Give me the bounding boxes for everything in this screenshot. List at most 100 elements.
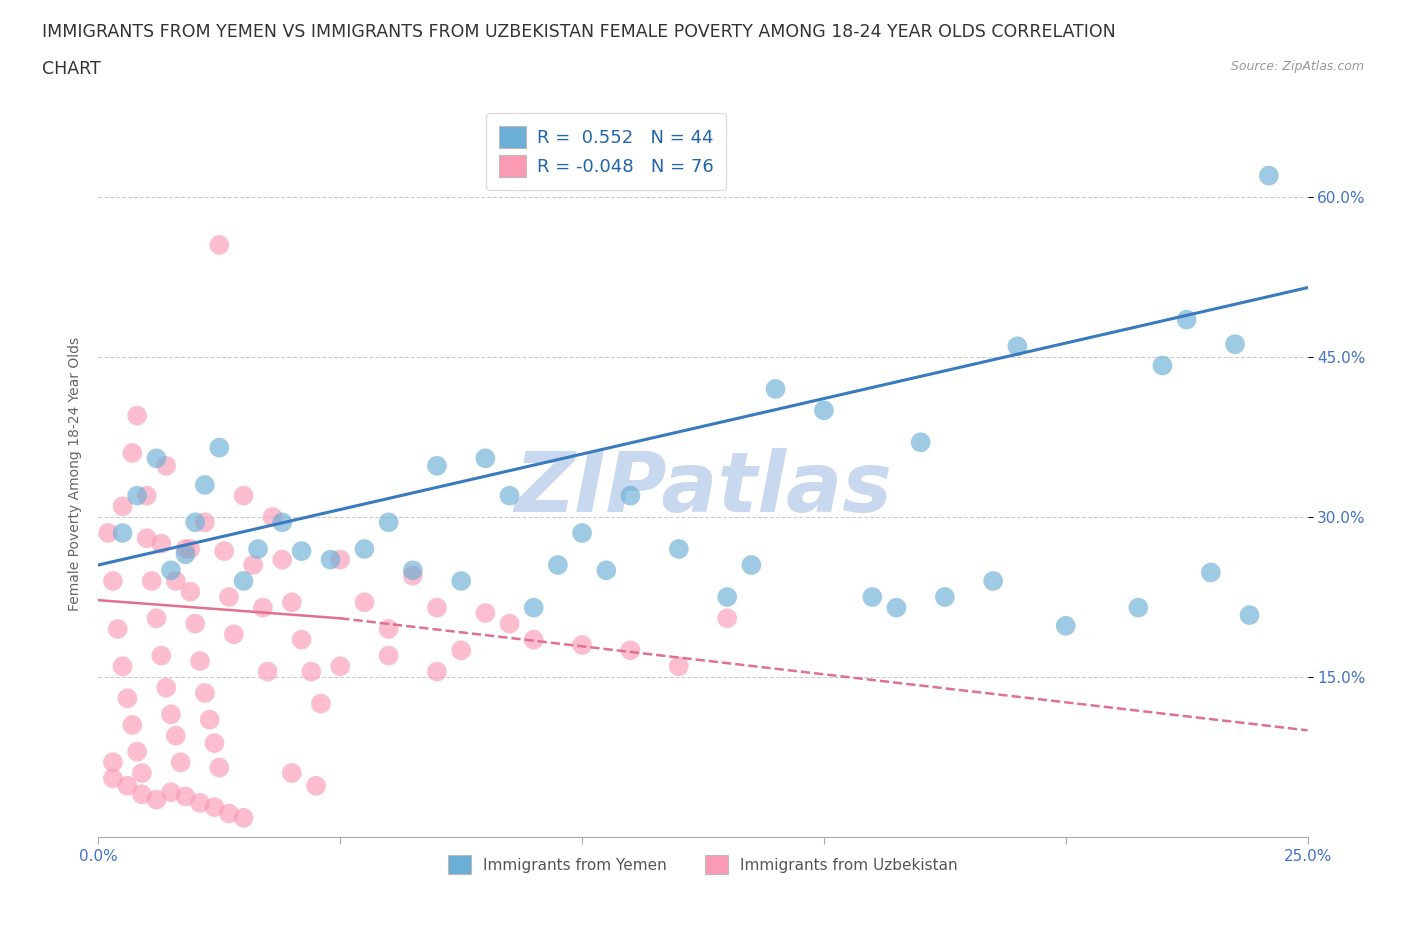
Point [813,403,835,418]
Point [222,627,245,642]
Point [169,755,191,770]
Point [145,792,167,807]
Point [619,488,641,503]
Point [910,435,932,450]
Point [155,680,177,695]
Point [111,658,134,673]
Point [934,590,956,604]
Point [305,778,328,793]
Point [117,691,139,706]
Point [150,648,173,663]
Point [329,658,352,673]
Legend: Immigrants from Yemen, Immigrants from Uzbekistan: Immigrants from Yemen, Immigrants from U… [441,849,965,880]
Point [117,778,139,793]
Point [290,632,312,647]
Point [204,736,226,751]
Point [179,541,201,556]
Point [247,541,270,556]
Point [981,574,1004,589]
Point [135,488,157,503]
Point [179,584,201,599]
Point [271,552,294,567]
Point [165,574,187,589]
Point [1007,339,1029,353]
Point [232,574,254,589]
Point [204,800,226,815]
Point [498,488,520,503]
Point [121,718,143,733]
Point [165,728,187,743]
Point [668,541,690,556]
Point [184,617,207,631]
Point [160,785,183,800]
Point [97,525,120,540]
Point [765,381,787,396]
Point [353,541,375,556]
Point [290,544,312,559]
Point [402,568,425,583]
Point [141,574,163,589]
Point [886,600,908,615]
Point [101,755,124,770]
Point [1175,312,1198,327]
Point [194,477,217,492]
Point [150,537,173,551]
Point [127,408,149,423]
Point [740,558,762,573]
Point [127,488,149,503]
Point [107,621,129,636]
Point [353,595,375,610]
Point [281,765,304,780]
Point [218,806,240,821]
Point [194,685,217,700]
Point [329,552,352,567]
Point [218,590,240,604]
Text: IMMIGRANTS FROM YEMEN VS IMMIGRANTS FROM UZBEKISTAN FEMALE POVERTY AMONG 18-24 Y: IMMIGRANTS FROM YEMEN VS IMMIGRANTS FROM… [42,23,1116,41]
Point [1199,565,1222,580]
Point [232,810,254,825]
Point [208,440,231,455]
Point [121,445,143,460]
Point [377,648,399,663]
Point [716,611,738,626]
Point [498,617,520,631]
Point [252,600,274,615]
Point [145,611,167,626]
Point [450,574,472,589]
Point [377,515,399,530]
Y-axis label: Female Poverty Among 18-24 Year Olds: Female Poverty Among 18-24 Year Olds [67,338,82,611]
Point [131,787,153,802]
Point [174,789,197,804]
Point [160,707,183,722]
Point [426,664,449,679]
Point [188,654,211,669]
Point [242,558,264,573]
Point [309,697,332,711]
Point [1128,600,1150,615]
Point [1223,337,1246,352]
Point [377,621,399,636]
Point [184,515,207,530]
Point [145,451,167,466]
Point [188,795,211,810]
Point [174,541,197,556]
Point [174,547,197,562]
Point [1257,168,1279,183]
Text: CHART: CHART [42,60,101,78]
Point [160,563,183,578]
Point [127,744,149,759]
Point [426,458,449,473]
Point [319,552,342,567]
Point [111,498,134,513]
Point [198,712,221,727]
Point [281,595,304,610]
Text: Source: ZipAtlas.com: Source: ZipAtlas.com [1230,60,1364,73]
Point [212,544,235,559]
Point [474,451,496,466]
Point [571,525,593,540]
Point [716,590,738,604]
Point [426,600,449,615]
Point [1054,618,1077,633]
Point [101,574,124,589]
Point [135,531,157,546]
